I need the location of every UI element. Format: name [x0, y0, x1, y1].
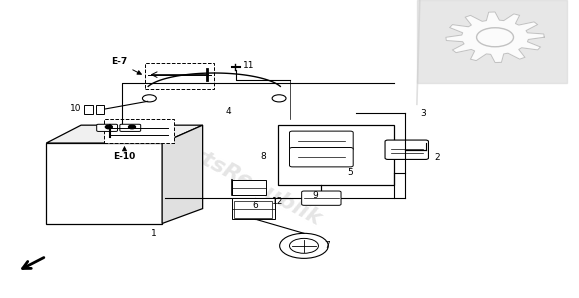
Text: 10: 10 — [69, 104, 81, 113]
Text: 1: 1 — [151, 229, 156, 238]
Text: 12: 12 — [272, 197, 284, 206]
Polygon shape — [46, 125, 203, 143]
Text: 3: 3 — [420, 109, 426, 118]
Text: E-7: E-7 — [111, 57, 127, 66]
Text: 7: 7 — [324, 241, 330, 250]
Text: 11: 11 — [243, 61, 255, 70]
Polygon shape — [446, 12, 544, 63]
FancyBboxPatch shape — [302, 191, 341, 205]
FancyBboxPatch shape — [290, 148, 353, 167]
Polygon shape — [46, 143, 162, 224]
Polygon shape — [162, 125, 203, 224]
Text: 6: 6 — [252, 201, 258, 210]
Bar — [234, 201, 272, 218]
Bar — [96, 105, 104, 114]
FancyBboxPatch shape — [97, 124, 118, 131]
Text: partsRepublik: partsRepublik — [162, 129, 325, 229]
Text: 8: 8 — [261, 152, 266, 161]
Bar — [104, 119, 174, 143]
FancyBboxPatch shape — [120, 124, 141, 131]
Bar — [278, 125, 394, 185]
Circle shape — [105, 125, 112, 129]
Bar — [84, 105, 93, 114]
Text: 9: 9 — [313, 191, 318, 200]
Bar — [145, 63, 214, 89]
Text: 2: 2 — [434, 153, 440, 162]
Circle shape — [129, 125, 135, 129]
FancyBboxPatch shape — [290, 131, 353, 150]
Bar — [232, 198, 275, 219]
Bar — [232, 180, 266, 195]
FancyBboxPatch shape — [385, 140, 428, 159]
Text: 4: 4 — [226, 107, 232, 116]
Polygon shape — [417, 0, 567, 83]
Text: 5: 5 — [347, 168, 353, 177]
Text: E-10: E-10 — [113, 152, 135, 161]
